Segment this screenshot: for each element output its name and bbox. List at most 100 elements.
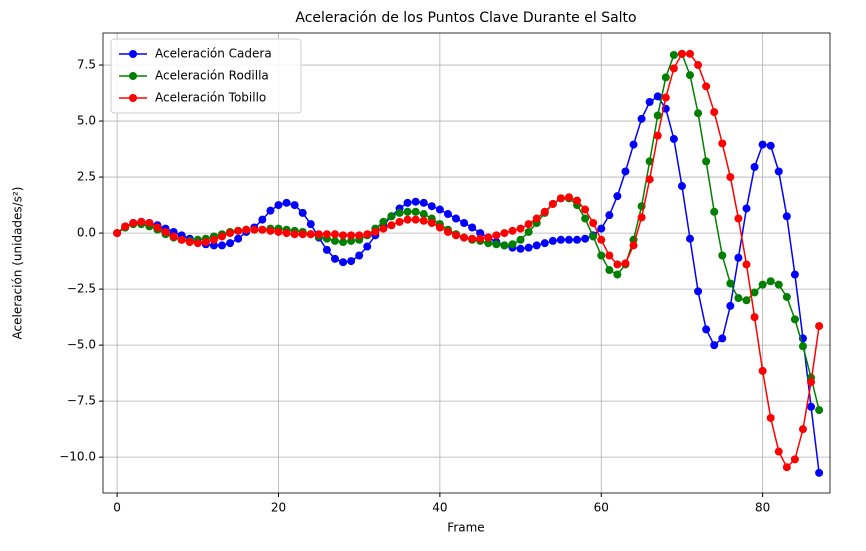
data-point [605, 251, 614, 260]
data-point [226, 239, 235, 248]
y-tick-label: 2.5 [77, 170, 96, 184]
data-point [193, 239, 202, 248]
data-point [484, 233, 493, 242]
data-point [516, 235, 525, 244]
data-point [589, 219, 598, 228]
data-point [443, 210, 452, 219]
data-point [710, 341, 719, 350]
data-point [266, 206, 275, 215]
data-point [419, 216, 428, 225]
data-point [427, 202, 436, 211]
x-tick-label: 80 [755, 501, 770, 515]
data-point [742, 204, 751, 213]
data-point [694, 61, 703, 70]
data-point [314, 230, 323, 239]
data-point [742, 260, 751, 269]
data-point [661, 93, 670, 102]
data-point [774, 280, 783, 289]
data-point [686, 71, 695, 80]
data-point [629, 241, 638, 250]
data-point [330, 254, 339, 263]
data-point [540, 207, 549, 216]
data-point [435, 205, 444, 214]
data-point [774, 167, 783, 176]
y-tick-label: −10.0 [59, 450, 96, 464]
data-point [597, 251, 606, 260]
legend-marker [129, 94, 137, 102]
data-point [411, 197, 420, 206]
data-point [524, 243, 533, 252]
data-point [669, 64, 678, 73]
data-point [718, 334, 727, 343]
data-point [242, 225, 251, 234]
x-tick-label: 40 [432, 501, 447, 515]
data-point [226, 229, 235, 238]
data-point [347, 257, 356, 266]
data-point [677, 182, 686, 191]
data-point [742, 296, 751, 305]
y-tick-label: −7.5 [67, 394, 96, 408]
data-point [597, 235, 606, 244]
data-point [395, 208, 404, 217]
y-tick-label: 7.5 [77, 58, 96, 72]
legend: Aceleración Cadera Aceleración Rodilla Ace… [110, 38, 302, 114]
data-point [564, 193, 573, 202]
data-point [686, 49, 695, 58]
data-point [645, 157, 654, 166]
data-point [782, 292, 791, 301]
data-point [234, 234, 243, 243]
legend-label: Aceleración Tobillo [155, 91, 266, 105]
data-point [702, 325, 711, 334]
data-point [653, 111, 662, 120]
data-point [734, 294, 743, 303]
data-point [274, 227, 283, 236]
data-point [266, 226, 275, 235]
data-point [476, 234, 485, 243]
data-point [694, 109, 703, 118]
data-point [282, 229, 291, 238]
data-point [750, 162, 759, 171]
data-point [790, 315, 799, 324]
data-point [339, 258, 348, 267]
data-point [129, 219, 138, 228]
data-point [758, 140, 767, 149]
data-point [419, 210, 428, 219]
data-point [161, 227, 170, 236]
data-point [468, 234, 477, 243]
data-point [387, 221, 396, 230]
data-point [484, 239, 493, 248]
data-point [548, 199, 557, 208]
data-point [427, 219, 436, 228]
data-point [718, 139, 727, 148]
series-line [116, 53, 820, 469]
data-point [371, 227, 380, 236]
legend-label: Aceleración Rodilla [155, 69, 269, 83]
data-point [532, 214, 541, 223]
data-point [452, 214, 461, 223]
data-point [379, 224, 388, 233]
y-tick-label: −2.5 [67, 282, 96, 296]
data-point [524, 227, 533, 236]
data-point [702, 157, 711, 166]
data-point [153, 223, 162, 232]
data-point [734, 253, 743, 262]
data-point [145, 219, 154, 228]
data-point [726, 301, 735, 310]
data-point [669, 50, 678, 59]
data-point [403, 207, 412, 216]
data-point [306, 220, 315, 229]
data-point [322, 245, 331, 254]
data-point [339, 238, 348, 247]
data-point [556, 235, 565, 244]
data-point [347, 231, 356, 240]
data-point [403, 198, 412, 207]
data-point [298, 230, 307, 239]
data-point [798, 425, 807, 434]
data-point [726, 173, 735, 182]
data-point [556, 194, 565, 203]
data-point [581, 214, 590, 223]
data-point [379, 217, 388, 226]
data-point [637, 213, 646, 222]
data-point [573, 196, 582, 205]
